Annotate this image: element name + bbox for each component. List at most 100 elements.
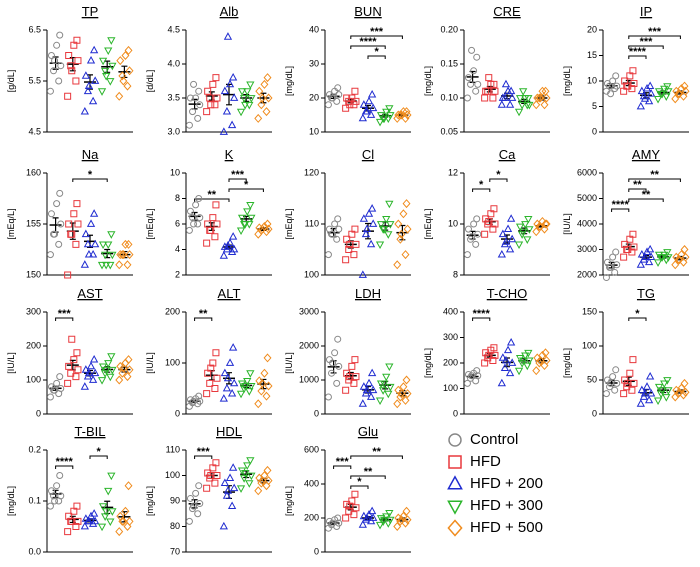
data-point bbox=[602, 390, 610, 398]
data-point bbox=[70, 41, 78, 49]
data-point bbox=[533, 353, 542, 363]
data-point bbox=[663, 83, 672, 91]
data-point bbox=[489, 94, 497, 102]
data-point bbox=[222, 106, 232, 115]
data-point bbox=[213, 94, 221, 102]
data-point bbox=[521, 352, 530, 360]
data-point bbox=[211, 385, 219, 392]
data-point bbox=[209, 80, 217, 88]
y-tick-label: 0 bbox=[314, 546, 319, 556]
data-point bbox=[86, 55, 96, 64]
data-point bbox=[204, 369, 212, 377]
data-point bbox=[73, 200, 81, 208]
data-point bbox=[333, 97, 341, 105]
panel-title: K bbox=[225, 147, 234, 162]
data-point bbox=[204, 87, 212, 95]
data-point bbox=[245, 221, 254, 229]
data-point bbox=[345, 507, 353, 515]
data-point bbox=[380, 516, 389, 525]
data-point bbox=[53, 482, 61, 490]
data-point bbox=[257, 100, 266, 110]
data-point bbox=[628, 85, 636, 93]
data-point bbox=[190, 80, 198, 88]
data-point bbox=[533, 93, 542, 103]
panel-title: TP bbox=[82, 4, 99, 19]
significance-label: ** bbox=[650, 169, 659, 181]
data-point bbox=[490, 344, 498, 352]
data-point bbox=[378, 387, 388, 395]
data-point bbox=[211, 233, 219, 241]
data-point bbox=[263, 219, 272, 229]
data-point bbox=[124, 239, 133, 249]
y-tick-label: 2000 bbox=[299, 340, 319, 350]
data-point bbox=[664, 387, 673, 395]
y-tick-label: 100 bbox=[165, 470, 180, 480]
data-point bbox=[403, 224, 412, 234]
data-point bbox=[540, 100, 549, 110]
data-point bbox=[74, 220, 82, 228]
data-point bbox=[84, 368, 94, 377]
data-point bbox=[680, 81, 689, 91]
data-point bbox=[97, 261, 107, 270]
data-point bbox=[203, 108, 211, 116]
data-point bbox=[194, 114, 202, 122]
data-point bbox=[51, 230, 59, 238]
data-point bbox=[190, 502, 198, 510]
y-tick-label: 200 bbox=[165, 306, 180, 316]
data-point bbox=[636, 101, 645, 110]
data-point bbox=[674, 255, 683, 265]
data-point bbox=[611, 268, 619, 276]
data-point bbox=[515, 95, 525, 103]
data-point bbox=[514, 108, 524, 117]
data-point bbox=[505, 100, 515, 108]
data-point bbox=[345, 246, 353, 253]
y-tick-label: 0.15 bbox=[440, 58, 458, 68]
data-point bbox=[343, 235, 351, 243]
data-point bbox=[636, 260, 645, 268]
significance-bracket bbox=[194, 198, 230, 202]
data-point bbox=[376, 221, 386, 229]
data-point bbox=[121, 239, 130, 249]
data-point bbox=[620, 390, 628, 398]
data-point bbox=[470, 67, 478, 75]
data-point bbox=[220, 478, 230, 487]
data-point bbox=[658, 254, 667, 262]
data-point bbox=[609, 253, 617, 261]
legend-label: HFD + 300 bbox=[470, 497, 543, 514]
data-point bbox=[524, 216, 533, 224]
significance-label: **** bbox=[473, 308, 491, 320]
data-point bbox=[230, 244, 239, 253]
data-point bbox=[352, 373, 360, 381]
data-point bbox=[498, 353, 508, 361]
panel-title: BUN bbox=[354, 4, 381, 19]
data-point bbox=[106, 78, 115, 86]
data-point bbox=[402, 506, 411, 516]
panel-title: AST bbox=[77, 286, 102, 301]
y-tick-label: 110 bbox=[305, 218, 319, 228]
data-point bbox=[402, 199, 411, 209]
y-axis-label: [mg/dL] bbox=[423, 348, 433, 378]
data-point bbox=[523, 236, 532, 244]
legend-marker bbox=[448, 455, 462, 469]
data-point bbox=[57, 62, 65, 70]
y-tick-label: 12 bbox=[448, 167, 458, 177]
data-point bbox=[393, 399, 402, 409]
data-point bbox=[523, 362, 532, 371]
significance-bracket bbox=[350, 45, 386, 49]
data-point bbox=[255, 376, 264, 386]
y-tick-label: 30 bbox=[309, 58, 319, 68]
data-point bbox=[102, 261, 111, 270]
data-point bbox=[525, 226, 534, 234]
data-point bbox=[243, 88, 252, 96]
y-tick-label: 200 bbox=[304, 512, 319, 522]
data-point bbox=[515, 223, 525, 232]
data-point bbox=[501, 237, 511, 245]
data-point bbox=[204, 469, 212, 477]
data-point bbox=[348, 94, 356, 102]
data-point bbox=[51, 386, 59, 394]
significance-bracket bbox=[194, 455, 213, 459]
data-point bbox=[209, 214, 217, 222]
data-point bbox=[681, 387, 690, 397]
